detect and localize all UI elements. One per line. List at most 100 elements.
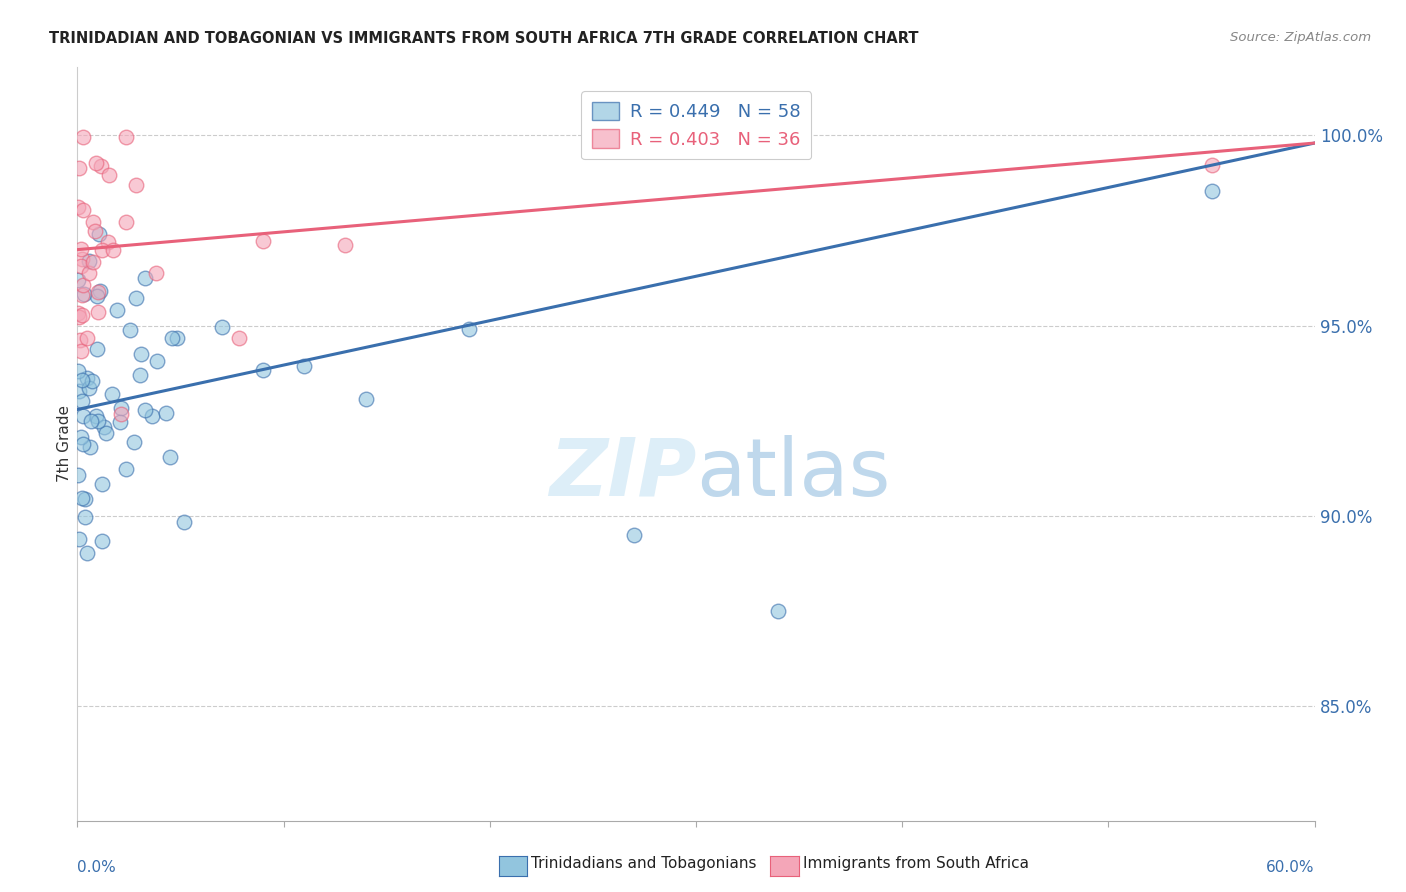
Point: [79, 440, 101, 454]
Point: [768, 604, 790, 618]
Text: Trinidadians and Tobagonians: Trinidadians and Tobagonians: [531, 856, 756, 871]
Point: [72, 202, 94, 217]
Point: [87, 414, 110, 428]
Point: [134, 271, 156, 285]
Point: [125, 291, 148, 305]
Point: [141, 409, 163, 424]
Point: [97, 235, 120, 249]
Point: [98, 168, 121, 182]
Point: [173, 515, 195, 529]
Point: [77, 254, 100, 268]
Point: [91, 244, 114, 258]
Text: 60.0%: 60.0%: [1267, 860, 1315, 874]
Point: [1201, 158, 1223, 172]
Point: [77, 381, 100, 395]
Point: [129, 368, 152, 383]
Point: [155, 406, 177, 420]
Point: [80, 414, 103, 428]
Point: [67, 364, 90, 378]
Point: [70, 288, 93, 302]
Point: [70, 260, 93, 274]
Point: [76, 331, 98, 345]
Text: Source: ZipAtlas.com: Source: ZipAtlas.com: [1230, 31, 1371, 45]
Point: [115, 215, 138, 229]
Point: [69, 333, 91, 347]
Point: [91, 534, 114, 549]
Point: [124, 435, 146, 450]
Point: [110, 401, 132, 415]
Legend: R = 0.449   N = 58, R = 0.403   N = 36: R = 0.449 N = 58, R = 0.403 N = 36: [581, 91, 811, 160]
Point: [86, 343, 108, 357]
Point: [82, 255, 104, 269]
Point: [70, 252, 93, 267]
Point: [72, 277, 94, 292]
Point: [84, 224, 107, 238]
Point: [101, 244, 124, 258]
Point: [87, 227, 110, 241]
Point: [75, 491, 97, 506]
Point: [146, 353, 169, 368]
Text: ZIP: ZIP: [548, 435, 696, 513]
Point: [66, 273, 89, 287]
Point: [105, 303, 128, 318]
Point: [89, 284, 111, 298]
Point: [354, 392, 377, 406]
Point: [76, 371, 98, 385]
Point: [84, 409, 107, 423]
Point: [1201, 184, 1223, 198]
Point: [110, 415, 132, 429]
Point: [70, 343, 93, 358]
Point: [252, 363, 274, 377]
Point: [211, 319, 233, 334]
Point: [93, 420, 115, 434]
Point: [159, 450, 181, 465]
Point: [70, 491, 93, 506]
Text: 0.0%: 0.0%: [77, 860, 117, 874]
Point: [115, 462, 138, 476]
Point: [70, 373, 93, 387]
Point: [252, 234, 274, 248]
Point: [80, 374, 103, 388]
Point: [134, 403, 156, 417]
Point: [76, 545, 98, 559]
Point: [292, 359, 315, 374]
Point: [335, 238, 357, 252]
Point: [86, 289, 108, 303]
Point: [67, 468, 90, 483]
Point: [67, 533, 90, 547]
Point: [70, 243, 93, 257]
Text: TRINIDADIAN AND TOBAGONIAN VS IMMIGRANTS FROM SOUTH AFRICA 7TH GRADE CORRELATION: TRINIDADIAN AND TOBAGONIAN VS IMMIGRANTS…: [49, 31, 918, 46]
Point: [67, 310, 90, 325]
Point: [72, 409, 94, 423]
Point: [623, 528, 645, 542]
Point: [73, 286, 96, 301]
Point: [70, 430, 93, 444]
Point: [90, 477, 112, 491]
Text: Immigrants from South Africa: Immigrants from South Africa: [803, 856, 1029, 871]
Point: [166, 331, 188, 345]
Point: [70, 309, 93, 323]
Y-axis label: 7th Grade: 7th Grade: [56, 405, 72, 483]
Text: atlas: atlas: [696, 435, 890, 513]
Point: [120, 323, 142, 337]
Point: [90, 159, 112, 173]
Point: [458, 322, 481, 336]
Point: [160, 331, 183, 345]
Point: [125, 178, 148, 192]
Point: [77, 267, 100, 281]
Point: [72, 437, 94, 451]
Point: [87, 285, 110, 299]
Point: [145, 266, 167, 280]
Point: [84, 156, 107, 170]
Point: [82, 215, 104, 229]
Point: [67, 200, 90, 214]
Point: [86, 304, 108, 318]
Point: [129, 347, 152, 361]
Point: [94, 425, 117, 440]
Point: [72, 129, 94, 144]
Point: [115, 130, 138, 145]
Point: [67, 384, 90, 399]
Point: [72, 393, 94, 408]
Point: [228, 331, 250, 345]
Point: [67, 161, 90, 175]
